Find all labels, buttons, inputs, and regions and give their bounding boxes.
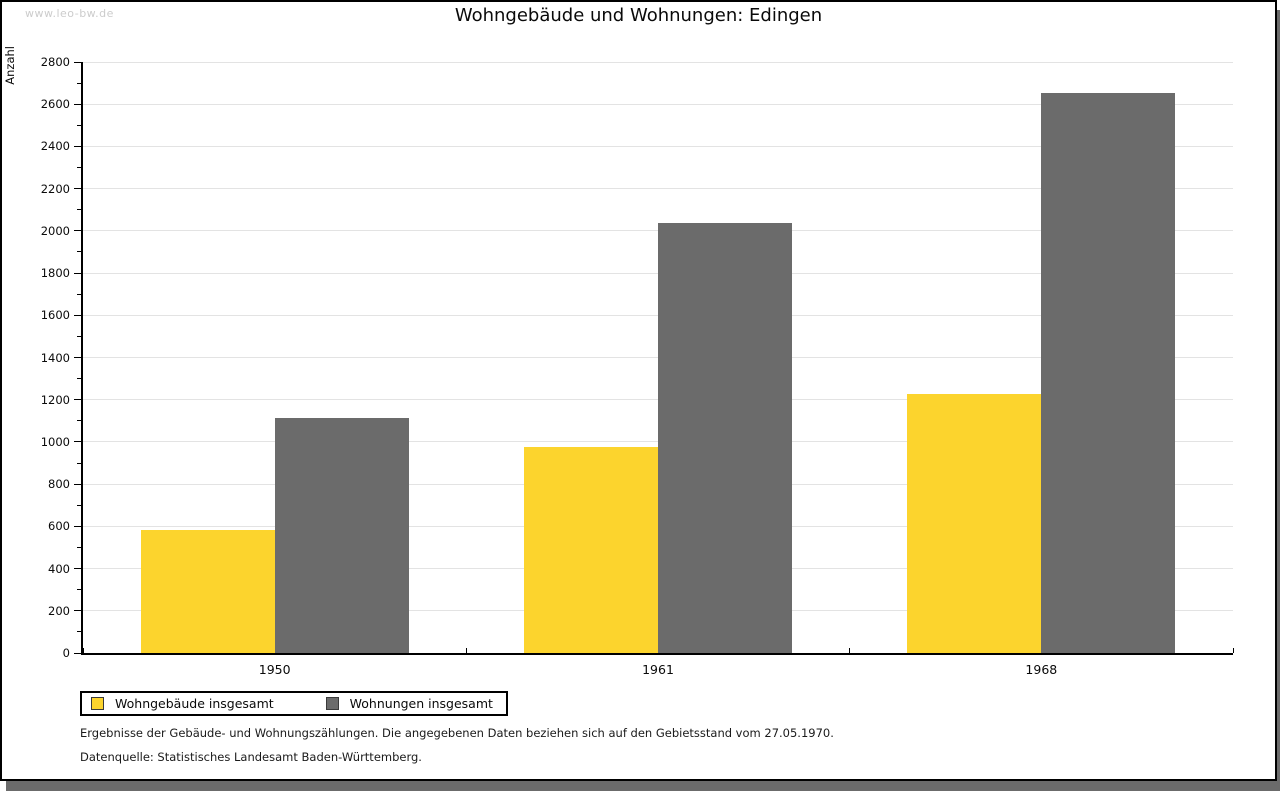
y-axis-tick [74, 145, 81, 147]
bar-wohngebaeude-1961 [524, 446, 658, 653]
y-tick-label: 1800 [40, 266, 70, 281]
legend-swatch-wohnungen [325, 697, 339, 710]
y-tick-label: 2000 [40, 223, 70, 238]
y-axis-tick [74, 610, 81, 612]
y-axis-minor-tick [77, 378, 81, 380]
x-axis-tick [82, 648, 84, 653]
x-axis-tick [849, 648, 851, 653]
gridline [83, 61, 1233, 63]
bar-wohngebaeude-1950 [140, 529, 275, 653]
y-tick-label: 1400 [40, 350, 70, 365]
y-axis-tick [74, 483, 81, 485]
x-axis-tick [465, 648, 467, 653]
y-axis-tick [74, 230, 81, 232]
y-axis-tick [74, 399, 81, 401]
y-tick-label: 600 [48, 519, 70, 534]
y-axis-minor-tick [77, 504, 81, 506]
y-axis-minor-tick [77, 546, 81, 548]
y-axis-minor-tick [77, 82, 81, 84]
y-axis-minor-tick [77, 589, 81, 591]
y-axis-minor-tick [77, 167, 81, 169]
y-tick-label: 0 [62, 646, 70, 660]
footer-source: Datenquelle: Statistisches Landesamt Bad… [80, 750, 422, 764]
gridline [83, 103, 1233, 105]
y-axis-minor-tick [77, 293, 81, 295]
y-axis-minor-tick [77, 251, 81, 253]
chart-title: Wohngebäude und Wohnungen: Edingen [454, 5, 823, 26]
y-axis-minor-tick [77, 124, 81, 126]
y-axis-minor-tick [77, 209, 81, 211]
y-axis-tick [74, 525, 81, 527]
y-axis-minor-tick [77, 335, 81, 337]
y-axis-tick [74, 188, 81, 190]
y-tick-label: 800 [48, 477, 70, 492]
x-category-label: 1950 [258, 662, 291, 677]
y-tick-label: 2200 [40, 181, 70, 196]
legend-item: Wohngebäude insgesamt [91, 696, 274, 711]
y-tick-label: 1200 [40, 392, 70, 407]
y-axis-tick [74, 103, 81, 105]
y-tick-label: 200 [48, 603, 70, 618]
y-axis-tick [74, 652, 81, 654]
y-tick-label: 2400 [40, 139, 70, 154]
gridline [83, 145, 1233, 147]
footer-note: Ergebnisse der Gebäude- und Wohnungszähl… [80, 726, 834, 740]
watermark: www.leo-bw.de [25, 7, 114, 20]
gridline [83, 188, 1233, 190]
y-axis-tick [74, 314, 81, 316]
y-tick-label: 2800 [40, 55, 70, 69]
y-tick-label: 1000 [40, 434, 70, 449]
y-tick-label: 2600 [40, 97, 70, 112]
legend-label: Wohnungen insgesamt [349, 696, 493, 711]
y-tick-label: 1600 [40, 308, 70, 323]
x-category-label: 1968 [1025, 662, 1058, 677]
legend-label: Wohngebäude insgesamt [115, 696, 274, 711]
plot-area: 0 200 400 600 800 1000 1200 1400 1600 1800 2000 220… [41, 55, 1234, 677]
x-category-label: 1961 [642, 662, 674, 677]
y-axis-minor-tick [77, 420, 81, 422]
y-axis-tick [74, 61, 81, 63]
y-axis-tick [74, 272, 81, 274]
legend-swatch-wohngebaeude [91, 697, 104, 710]
y-tick-label: 400 [48, 561, 70, 576]
y-axis-tick [74, 441, 81, 443]
y-axis-tick [74, 357, 81, 358]
y-axis-minor-tick [77, 631, 81, 633]
legend-item: Wohnungen insgesamt [325, 696, 493, 711]
bar-wohnungen-1961 [658, 223, 792, 653]
bar-wohnungen-1950 [274, 418, 409, 653]
legend: Wohngebäude insgesamt Wohnungen insgesamt [80, 691, 508, 716]
y-axis-tick [74, 568, 81, 570]
bar-wohnungen-1968 [1041, 93, 1176, 653]
y-axis-minor-tick [77, 462, 81, 464]
bar-wohngebaeude-1968 [907, 394, 1042, 653]
x-axis-tick [1232, 648, 1234, 653]
